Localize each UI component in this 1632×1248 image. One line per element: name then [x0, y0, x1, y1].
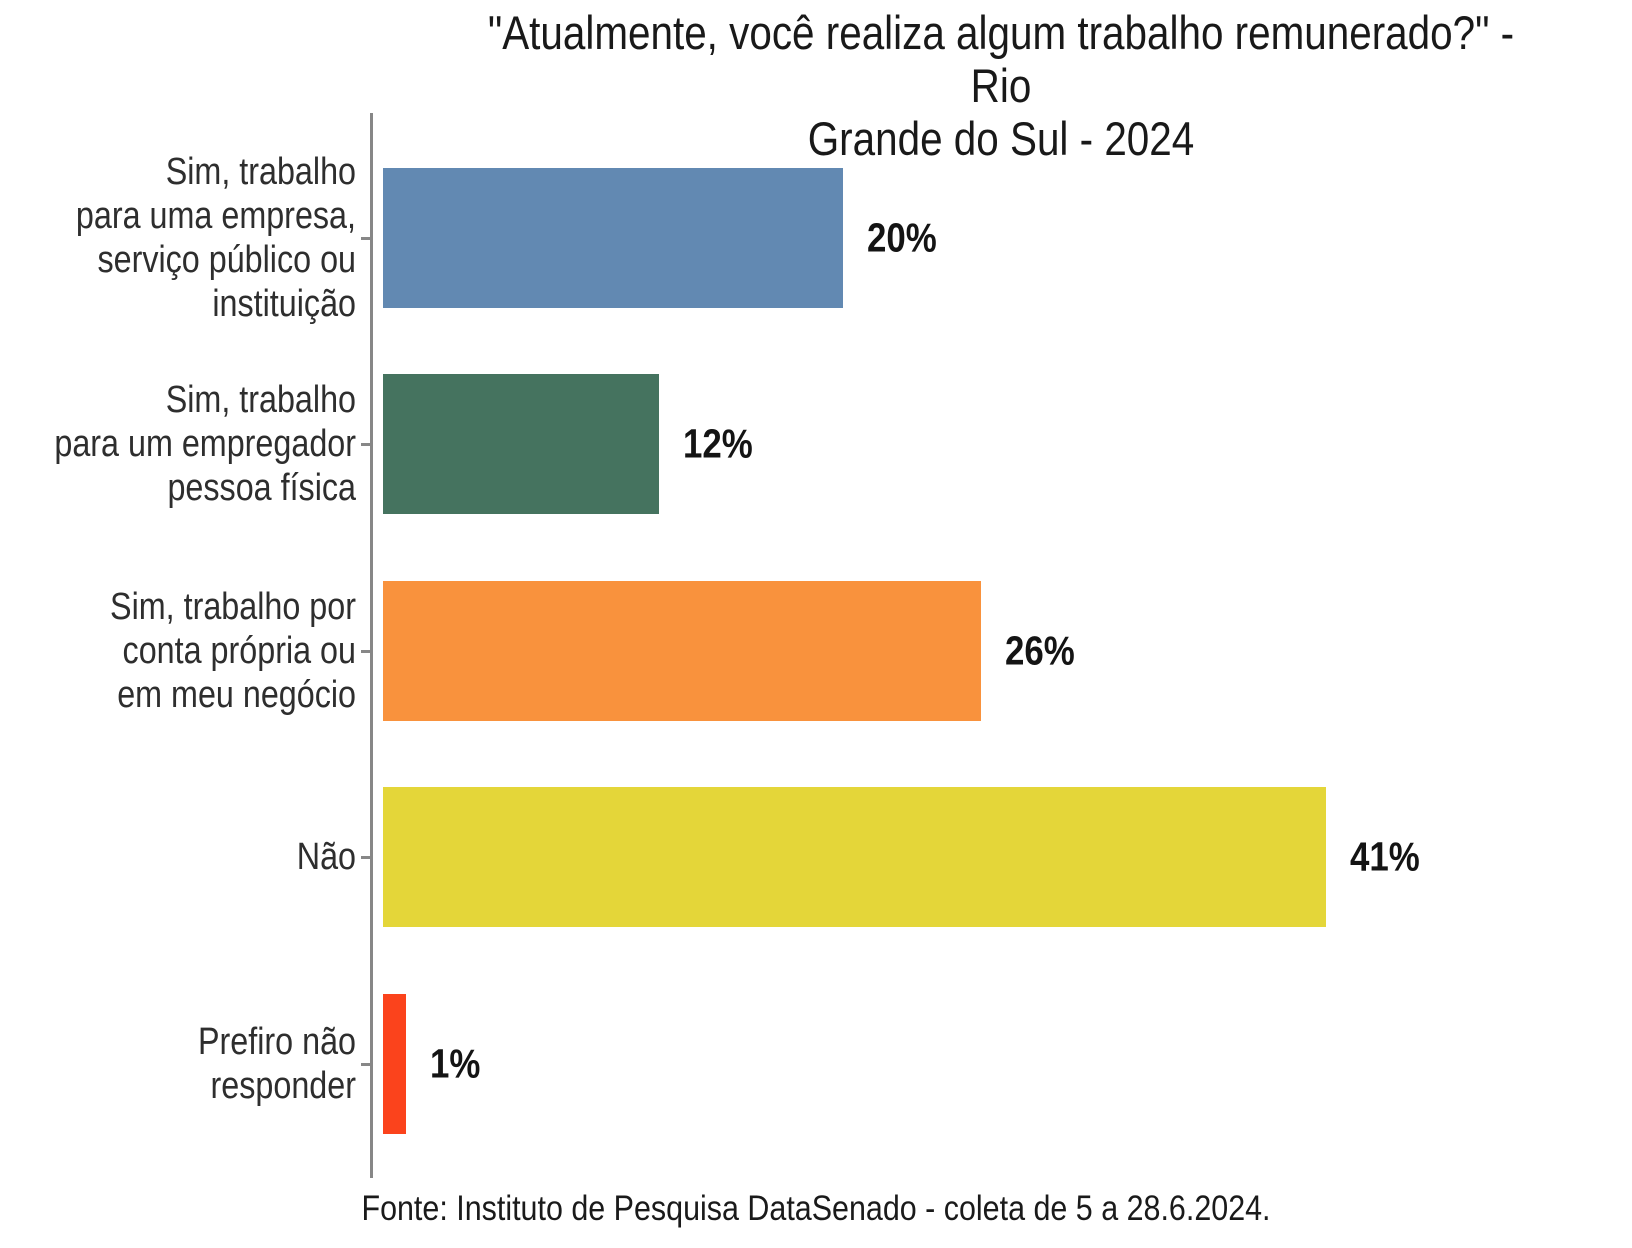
category-label: Sim, trabalho para um empregador pessoa … — [54, 379, 356, 509]
category-label: Sim, trabalho por conta própria ou em me… — [110, 586, 356, 716]
value-label: 26% — [1005, 627, 1075, 674]
bar — [383, 581, 981, 721]
value-label: 41% — [1350, 833, 1420, 880]
axis-tick — [361, 443, 370, 446]
y-axis-line — [370, 113, 373, 1178]
category-label: Não — [296, 836, 356, 878]
category-label: Sim, trabalho para uma empresa, serviço … — [75, 151, 356, 325]
bar — [383, 168, 843, 308]
axis-tick — [361, 856, 370, 859]
bar — [383, 374, 659, 514]
category-label: Prefiro não responder — [197, 1021, 356, 1107]
value-label: 12% — [683, 420, 753, 467]
axis-tick — [361, 1063, 370, 1066]
source-caption: Fonte: Instituto de Pesquisa DataSenado … — [361, 1189, 1271, 1228]
chart-title: "Atualmente, você realiza algum trabalho… — [487, 6, 1515, 165]
axis-tick — [361, 237, 370, 240]
value-label: 20% — [867, 214, 937, 261]
bar — [383, 787, 1326, 927]
value-label: 1% — [430, 1040, 481, 1087]
bar — [383, 994, 406, 1134]
axis-tick — [361, 650, 370, 653]
